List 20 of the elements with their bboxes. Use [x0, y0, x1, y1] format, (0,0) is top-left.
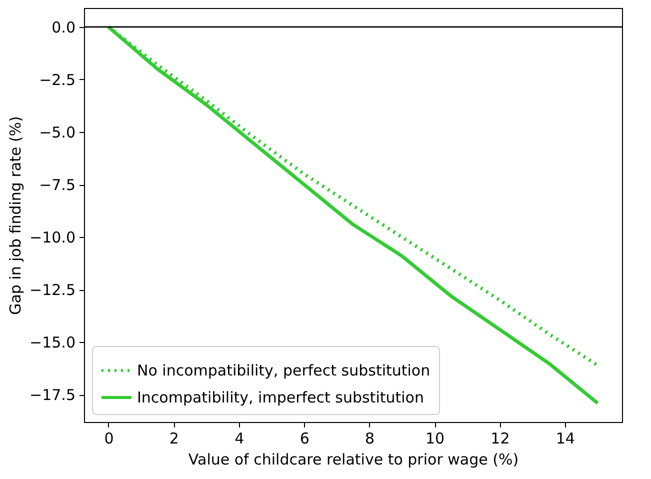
- x-tick-label: 14: [556, 430, 575, 448]
- legend-label: No incompatibility, perfect substitution: [137, 362, 430, 380]
- y-tick-label: −5.0: [39, 123, 76, 142]
- y-tick-label: −12.5: [30, 281, 76, 300]
- x-tick-label: 2: [169, 430, 179, 448]
- x-tick-label: 12: [490, 430, 510, 448]
- legend-label: Incompatibility, imperfect substitution: [137, 388, 424, 406]
- x-tick-label: 0: [104, 430, 114, 448]
- y-axis-title: Gap in job finding rate (%): [6, 116, 25, 315]
- x-tick-label: 10: [425, 430, 445, 448]
- y-tick-label: −2.5: [39, 70, 76, 89]
- x-axis-title: Value of childcare relative to prior wage (%): [188, 450, 519, 468]
- x-tick-label: 8: [365, 430, 375, 448]
- y-tick-label: −15.0: [30, 334, 76, 352]
- y-tick-label: 0.0: [52, 18, 76, 36]
- y-tick-label: −7.5: [39, 176, 76, 194]
- x-tick-label: 4: [234, 430, 244, 448]
- x-tick-label: 6: [300, 430, 310, 448]
- y-tick-label: −17.5: [30, 386, 76, 404]
- y-tick-label: −10.0: [30, 228, 76, 247]
